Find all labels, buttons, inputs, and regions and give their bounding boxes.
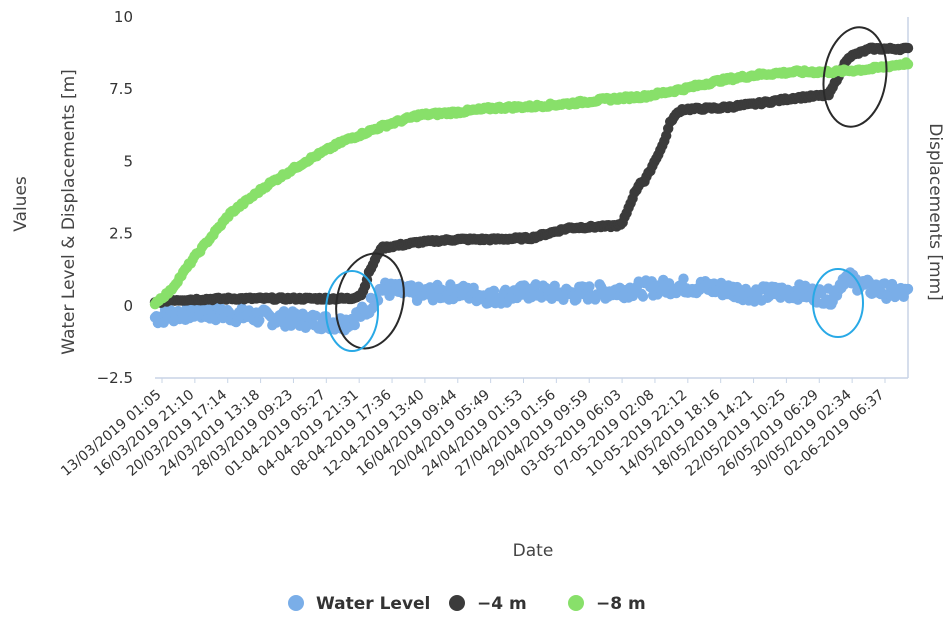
annotation-ellipse (812, 268, 864, 338)
data-point (678, 273, 689, 284)
y-axis-outer-title: Values (11, 176, 31, 232)
annotation-ellipse (822, 26, 888, 128)
annotation-layer (325, 26, 888, 352)
data-point (637, 291, 649, 302)
data-point (902, 42, 914, 54)
legend-label: Water Level (316, 594, 430, 614)
data-point (584, 281, 595, 292)
plot-frame (155, 17, 909, 379)
series-minus-4m (149, 42, 914, 308)
legend: Water Level −4 m −8 m (288, 594, 646, 614)
y-axis-right-title: Displacements [mm] (925, 123, 945, 301)
data-point (349, 319, 360, 331)
legend-label: −8 m (596, 594, 646, 614)
data-point (254, 315, 265, 326)
y-tick-label: 5 (123, 152, 133, 170)
legend-marker (449, 595, 465, 611)
y-tick-label: 2.5 (109, 225, 133, 243)
annotation-ellipse (325, 270, 379, 352)
y-axis-title: Water Level & Displacements [m] (59, 69, 79, 355)
series-minus-8m (149, 57, 914, 310)
y-tick-label: 10 (114, 8, 133, 26)
annotation-ellipse (335, 252, 405, 350)
legend-marker (288, 595, 304, 611)
y-axis-ticks: −2.5 0 2.5 5 7.5 10 (97, 8, 133, 387)
series-layer (149, 42, 914, 336)
data-point (902, 283, 914, 295)
y-tick-label: 7.5 (109, 80, 133, 98)
legend-label: −4 m (477, 594, 527, 614)
legend-marker (568, 595, 584, 611)
data-point (310, 310, 321, 321)
data-point (902, 59, 914, 70)
y-tick-label: −2.5 (97, 369, 133, 387)
x-axis-title: Date (513, 541, 554, 561)
y-tick-label: 0 (123, 297, 133, 315)
